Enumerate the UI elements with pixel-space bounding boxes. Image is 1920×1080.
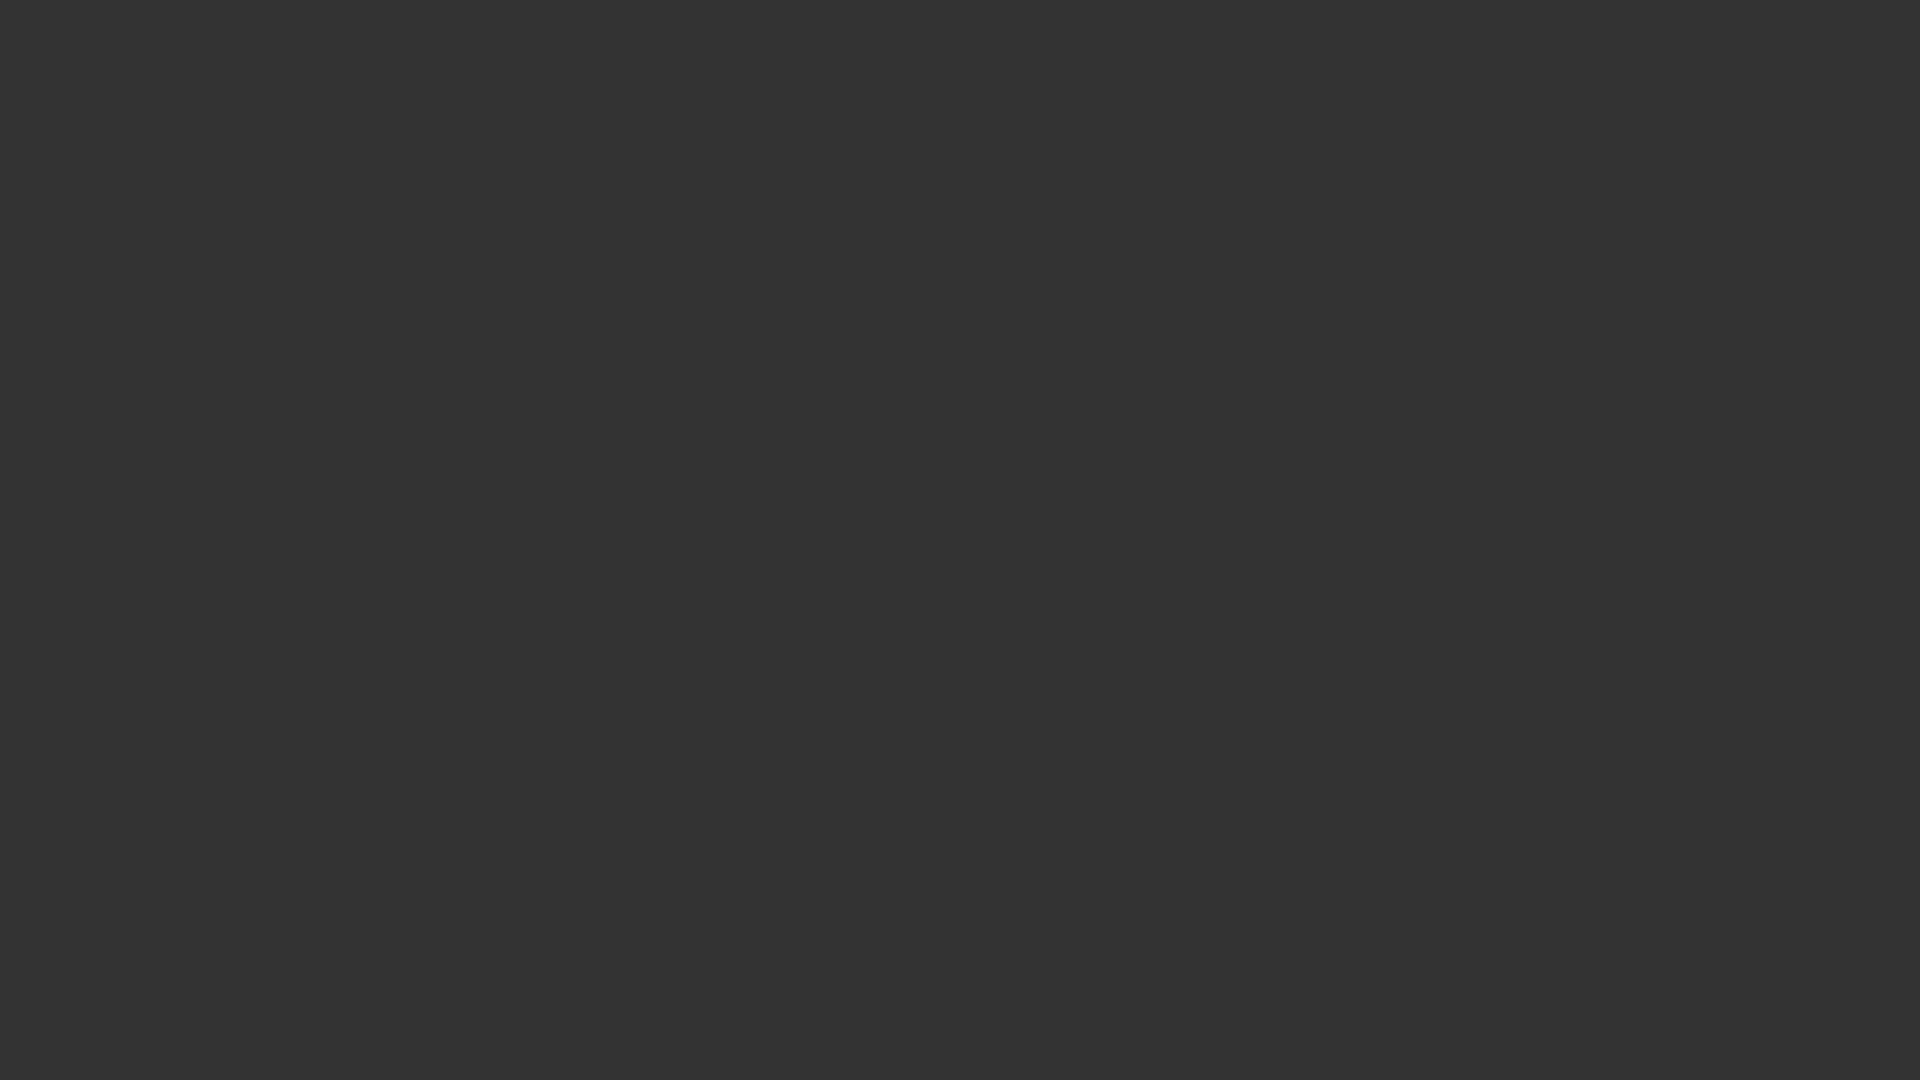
- error-label: Error: [0, 1030, 1218, 1080]
- error-heading: Error 404: [0, 1030, 1218, 1080]
